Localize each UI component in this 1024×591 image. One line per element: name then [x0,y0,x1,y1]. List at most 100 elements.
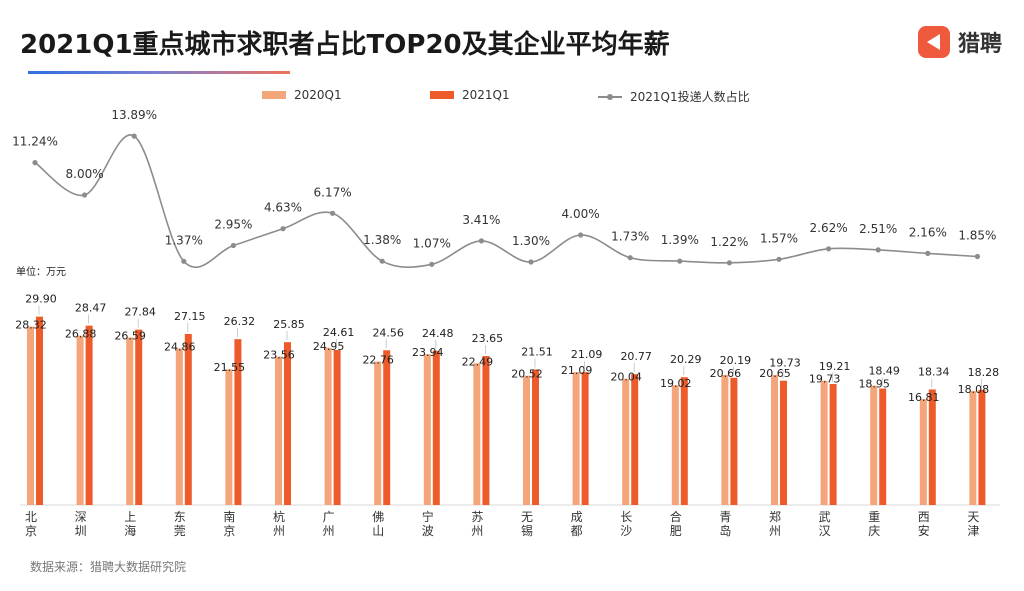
line-data-label: 2.51% [859,222,897,236]
bar-2021q1 [631,374,639,505]
bar-2020q1 [870,385,878,505]
line-data-label: 1.37% [165,233,203,247]
line-data-label: 1.85% [958,229,996,243]
category-label: 武 [819,510,831,524]
category-label: 西 [918,510,930,524]
bar-2021q1 [928,389,936,505]
bar-2021q1 [581,372,589,505]
bar-2020q1 [374,361,382,505]
category-label: 州 [769,524,781,538]
category-label: 岛 [719,523,731,538]
category-label: 深 [75,510,87,524]
series-line-share [34,134,978,269]
bar-2021q1 [482,356,490,505]
category-label: 肥 [670,524,682,538]
bar-2021q1 [432,350,440,505]
data-label-2020q1: 24.95 [313,340,345,353]
line-data-label: 6.17% [314,185,352,199]
bar-2020q1 [622,378,630,505]
category-label: 莞 [174,524,186,538]
line-data-label: 3.41% [462,213,500,227]
category-label: 杭 [273,509,285,524]
bar-2021q1 [730,377,738,505]
data-label-2020q1: 20.66 [710,367,742,380]
legend-item-share: 2021Q1投递人数占比 [598,88,750,105]
data-label-2021q1: 25.85 [273,318,305,331]
line-data-label: 1.07% [413,236,451,250]
category-label: 上 [124,510,136,524]
data-label-2021q1: 20.19 [720,354,752,367]
category-label: 津 [967,524,979,538]
data-label-2021q1: 20.77 [620,350,652,363]
data-label-2020q1: 20.52 [511,368,543,381]
data-label-2021q1: 26.32 [224,315,256,328]
category-label: 安 [918,523,930,538]
category-label: 无 [521,510,533,524]
bar-2020q1 [820,380,828,505]
data-label-2020q1: 28.32 [15,319,47,332]
line-point-share [280,226,286,232]
line-point-share [925,250,931,256]
bar-2020q1 [76,335,84,505]
data-label-2020q1: 18.08 [958,383,990,396]
data-label-2020q1: 26.88 [65,328,97,341]
category-label: 州 [273,524,285,538]
bar-2021q1 [135,329,143,505]
category-label: 圳 [75,524,87,538]
bar-2021q1 [284,342,291,505]
bar-2020q1 [423,354,431,505]
data-label-2020q1: 20.65 [759,367,791,380]
line-data-label: 1.39% [661,233,699,247]
bar-2020q1 [324,347,332,505]
data-label-2020q1: 20.04 [610,371,642,384]
line-data-label: 1.30% [512,234,550,248]
data-label-2020q1: 22.76 [362,354,394,367]
line-point-share [776,256,782,262]
category-label: 州 [471,524,483,538]
bar-2020q1 [721,374,729,505]
data-label-2020q1: 23.94 [412,346,444,359]
category-label: 沙 [620,524,632,538]
category-label: 海 [124,523,136,538]
category-label: 广 [323,510,335,524]
line-data-label: 1.22% [710,235,748,249]
data-label-2021q1: 20.29 [670,353,702,366]
category-label: 汉 [819,524,831,538]
bar-2021q1 [978,389,986,505]
data-label-2020q1: 26.59 [114,329,146,342]
data-label-2021q1: 27.84 [124,306,156,319]
line-data-label: 8.00% [66,167,104,181]
line-point-share [429,261,435,267]
category-label: 东 [174,510,186,524]
line-data-label: 1.38% [363,233,401,247]
data-label-2021q1: 29.90 [25,293,57,306]
line-point-share [478,238,484,244]
data-label-2020q1: 19.02 [660,377,692,390]
legend-swatch-2020q1 [262,91,286,99]
legend-label-2020q1: 2020Q1 [294,88,342,102]
line-point-share [181,258,187,264]
line-point-share [82,192,88,198]
category-label: 苏 [471,510,483,524]
line-point-share [528,259,534,265]
data-label-2021q1: 18.28 [968,366,1000,379]
line-point-share [974,253,981,260]
line-point-share [726,260,733,266]
line-point-share [677,258,683,264]
bar-2020q1 [771,374,778,505]
category-label: 天 [967,510,979,524]
category-label: 合 [670,509,682,524]
bar-2020q1 [572,372,580,505]
line-point-share [875,247,881,253]
legend-swatch-share [598,93,622,100]
data-label-2020q1: 23.56 [263,349,295,362]
bar-2020q1 [919,399,927,505]
data-label-2021q1: 24.56 [372,326,404,339]
bar-2021q1 [184,333,192,505]
data-label-2020q1: 22.49 [462,355,494,368]
data-label-2020q1: 19.73 [809,373,841,386]
bar-2020q1 [671,385,679,505]
category-label: 郑 [769,509,781,524]
bar-2021q1 [36,316,43,505]
